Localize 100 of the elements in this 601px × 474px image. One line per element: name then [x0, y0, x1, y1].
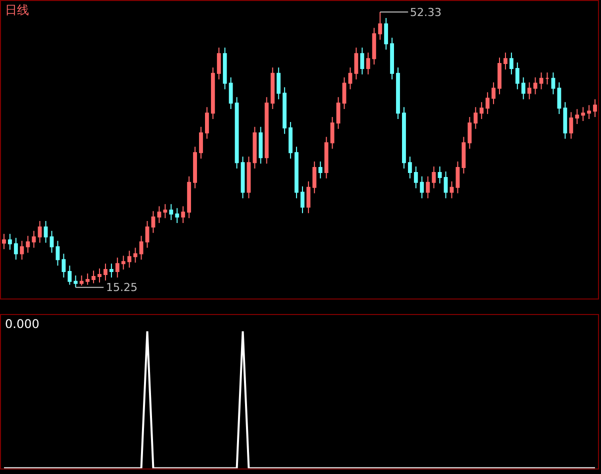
- candlestick: [450, 180, 454, 199]
- candlestick: [151, 210, 156, 234]
- candlestick: [545, 72, 550, 85]
- candlestick: [336, 96, 340, 130]
- candlestick: [396, 66, 400, 120]
- candlestick: [205, 106, 209, 140]
- candlestick: [575, 108, 580, 124]
- candlestick: [294, 146, 298, 199]
- candlestick: [378, 12, 382, 40]
- candlestick: [163, 204, 168, 219]
- candlestick: [115, 257, 120, 278]
- candlestick: [50, 230, 54, 254]
- candlestick: [270, 66, 275, 110]
- candlestick: [581, 106, 586, 122]
- candlestick: [193, 146, 197, 189]
- candlestick: [438, 166, 442, 184]
- candlestick: [175, 208, 180, 224]
- candlestick: [169, 204, 174, 220]
- candlestick: [38, 220, 42, 244]
- candlestick: [264, 96, 269, 164]
- candlestick: [127, 250, 132, 268]
- candlestick: [44, 220, 48, 244]
- candlestick: [414, 166, 418, 189]
- candlestick: [133, 247, 138, 264]
- candlestick: [504, 52, 508, 70]
- candlestick: [402, 106, 406, 170]
- candlestick: [98, 268, 102, 283]
- candlestick: [14, 237, 18, 260]
- candlestick: [444, 171, 448, 199]
- candlestick: [360, 47, 364, 75]
- candlestick: [121, 255, 126, 270]
- candlestick: [384, 17, 388, 50]
- candlestick: [68, 265, 72, 286]
- chart-title: 日线: [5, 3, 29, 17]
- candlestick: [521, 76, 526, 100]
- candlestick: [62, 253, 66, 278]
- candlestick: [216, 47, 221, 80]
- candlestick: [551, 72, 556, 95]
- candlestick: [145, 220, 150, 248]
- candlestick: [228, 76, 233, 110]
- candlestick: [234, 96, 239, 170]
- candlestick: [342, 76, 346, 110]
- candlestick: [306, 180, 310, 214]
- candlestick: [354, 47, 358, 80]
- candlestick: [563, 102, 568, 140]
- candlestick: [420, 176, 424, 199]
- candlestick: [330, 116, 334, 150]
- candlestick: [557, 82, 562, 115]
- candlestick: [258, 126, 263, 164]
- candlestick: [26, 235, 30, 254]
- candlestick: [366, 52, 370, 75]
- candlestick: [139, 235, 144, 260]
- candlestick: [276, 66, 281, 100]
- candlestick: [181, 206, 186, 224]
- annotation: 52.33: [410, 6, 442, 19]
- candlestick: [348, 66, 352, 90]
- chart-title: 0.000: [5, 317, 40, 331]
- candlestick: [486, 92, 490, 115]
- candlestick: [109, 263, 114, 278]
- candlestick: [104, 263, 108, 281]
- candlestick: [252, 126, 257, 170]
- candlestick: [515, 62, 520, 90]
- candlestick: [92, 270, 96, 284]
- candlestick: [456, 161, 460, 194]
- candlestick: [533, 76, 538, 95]
- candlestick: [324, 136, 328, 179]
- candlestick: [474, 106, 478, 130]
- candlestick: [246, 156, 251, 199]
- candlestick: [492, 82, 496, 105]
- candlestick: [8, 233, 12, 250]
- candlestick: [527, 82, 532, 100]
- candlestick: [56, 240, 60, 266]
- candlestick: [318, 161, 322, 179]
- candlestick: [2, 233, 6, 250]
- candlestick: [20, 240, 24, 260]
- candlestick: [468, 116, 472, 150]
- candlestick: [86, 273, 90, 286]
- candlestick: [312, 161, 316, 194]
- candlestick: [372, 27, 376, 66]
- candlestick: [199, 126, 203, 160]
- candlestick: [32, 230, 36, 248]
- candlestick: [390, 37, 394, 80]
- candlestick: [462, 136, 466, 174]
- candlestick: [80, 274, 84, 286]
- candlestick: [587, 104, 592, 120]
- candlestick: [569, 112, 574, 140]
- candlestick: [426, 176, 430, 199]
- candlestick: [408, 156, 412, 179]
- annotation: 15.25: [106, 281, 138, 294]
- candlestick: [593, 98, 597, 118]
- candlestick: [498, 57, 502, 95]
- candlestick: [240, 156, 245, 199]
- candlestick: [210, 66, 215, 120]
- candlestick: [432, 166, 436, 189]
- candlestick: [509, 52, 514, 75]
- candlestick: [288, 121, 293, 160]
- candlestick: [282, 86, 287, 134]
- candlestick: [539, 72, 544, 90]
- candlestick: [300, 186, 304, 214]
- candlestick: [480, 102, 484, 120]
